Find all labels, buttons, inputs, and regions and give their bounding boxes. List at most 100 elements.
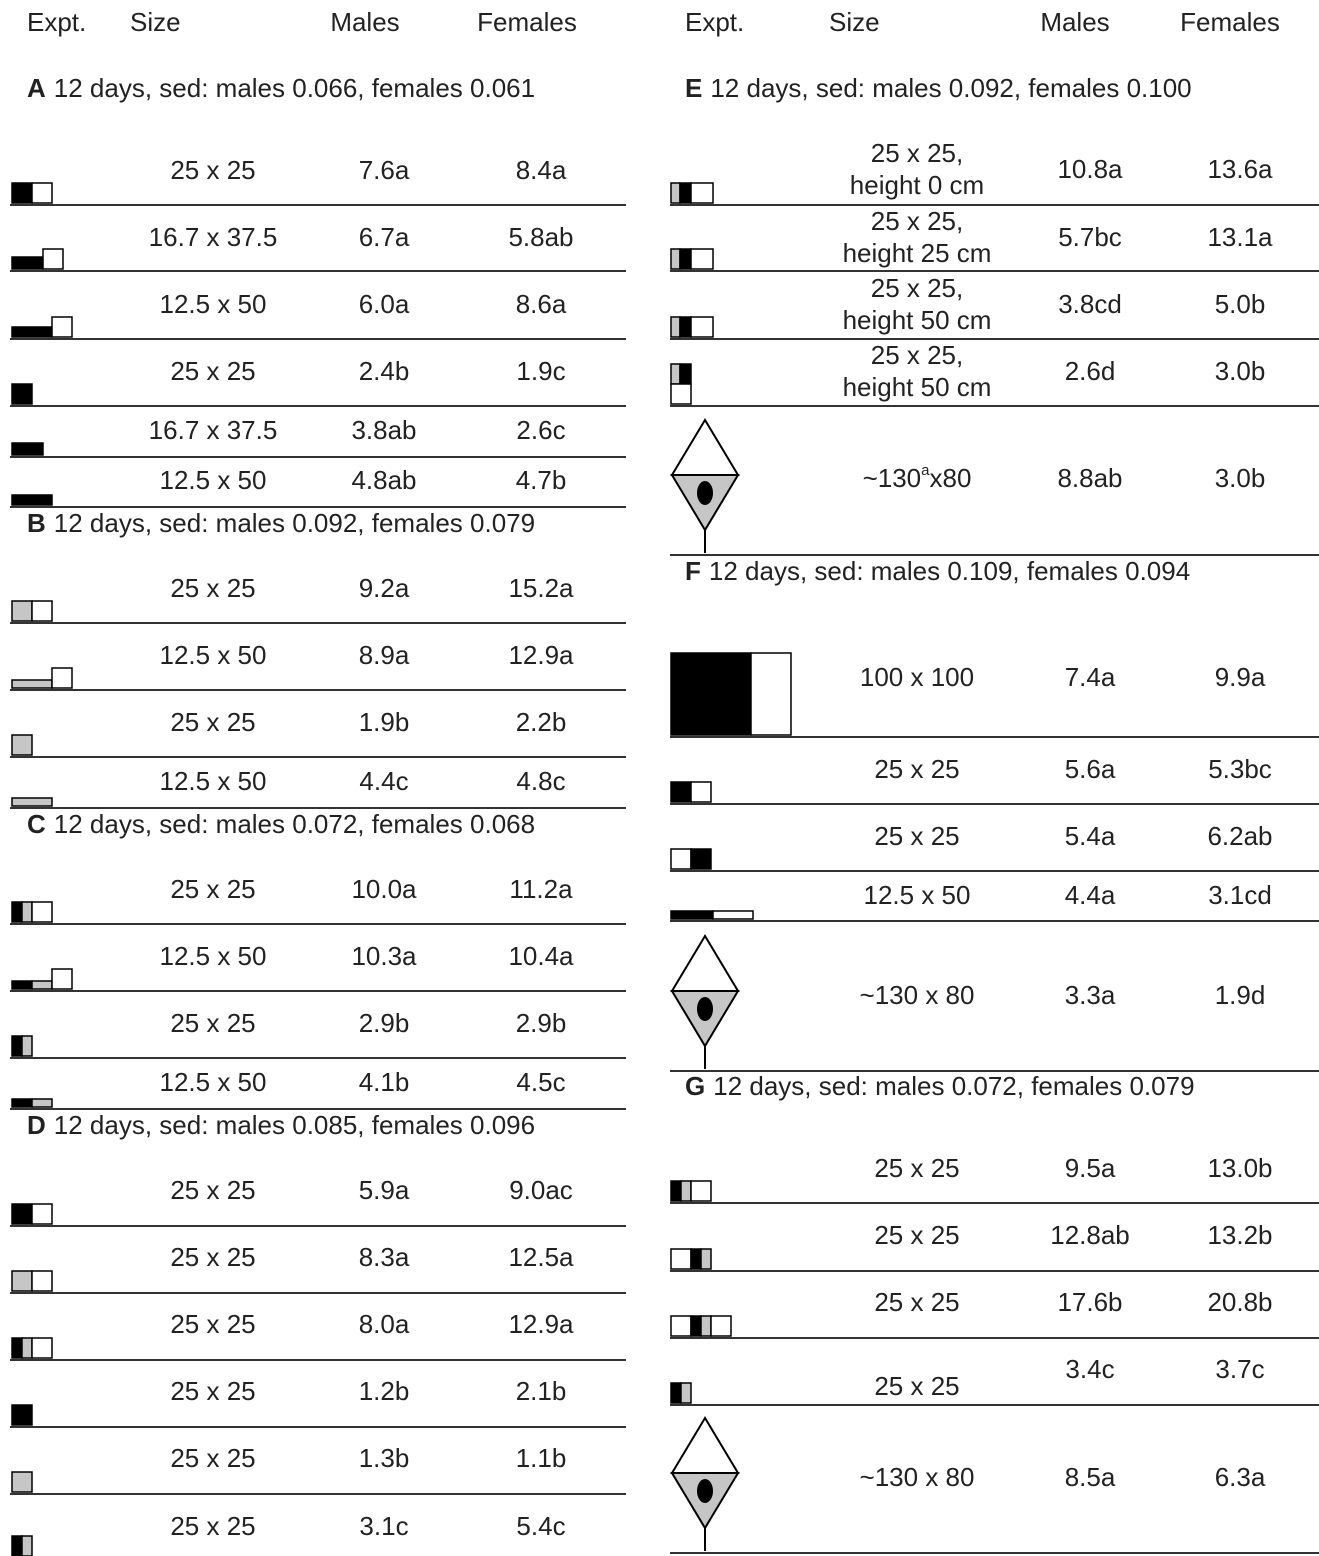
females-value: 6.2ab [1207, 821, 1272, 851]
icon-block [11, 980, 33, 990]
size-line: height 25 cm [843, 238, 992, 268]
size: 12.5 x 50 [160, 941, 267, 971]
icon-block [690, 316, 714, 338]
column-header: Size [130, 7, 181, 37]
females-value: 3.1cd [1208, 880, 1272, 910]
males-value: 3.8cd [1058, 289, 1122, 319]
icon-block [670, 316, 681, 338]
size: 100 x 100 [860, 662, 974, 692]
icon-block [700, 1315, 712, 1337]
females-value: 5.8ab [508, 222, 573, 252]
size-line: 25 x 25, [871, 340, 964, 370]
icon-block [11, 1471, 33, 1493]
icon-block [680, 1382, 692, 1404]
females-value: 1.9d [1215, 980, 1266, 1010]
size: 25 x 25 [170, 1511, 255, 1541]
icon-block [670, 383, 692, 405]
males-value: 8.3a [359, 1242, 410, 1272]
icon-block [670, 248, 681, 270]
males-value: 4.4a [1065, 880, 1116, 910]
females-value: 11.2a [509, 874, 573, 904]
icon-block [670, 1248, 692, 1270]
females-value: 12.5a [508, 1242, 574, 1272]
size: 25 x 25 [170, 1008, 255, 1038]
females-value: 13.0b [1207, 1153, 1272, 1183]
section-label: G [685, 1071, 705, 1101]
section-text: 12 days, sed: males 0.072, females 0.068 [54, 809, 535, 839]
size: 25 x 25 [874, 821, 959, 851]
section-header: G 12 days, sed: males 0.072, females 0.07… [685, 1071, 1195, 1101]
males-value: 2.6d [1065, 356, 1116, 386]
icon-block [31, 1203, 53, 1225]
icon-block [670, 363, 681, 385]
icon-block [690, 781, 712, 803]
males-value: 3.3a [1065, 980, 1116, 1010]
size: 25 x 25 [170, 356, 255, 386]
size-sup: a [921, 462, 930, 479]
males-value: 6.7a [359, 222, 410, 252]
females-value: 9.9a [1215, 662, 1266, 692]
females-value: 6.3a [1215, 1462, 1266, 1492]
column-header: Size [829, 7, 880, 37]
icon-block [11, 442, 44, 456]
males-value: 5.7bc [1058, 222, 1122, 252]
males-value: 3.1c [359, 1511, 408, 1541]
size-line: height 50 cm [843, 305, 992, 335]
section-text: 12 days, sed: males 0.072, females 0.079 [713, 1071, 1194, 1101]
icon-block [11, 182, 33, 204]
icon-block [11, 326, 53, 338]
size: 25 x 25 [170, 874, 255, 904]
icon-block [11, 1098, 33, 1108]
icon-block [11, 1337, 23, 1359]
females-value: 3.0b [1215, 356, 1266, 386]
females-value: 15.2a [508, 573, 574, 603]
males-value: 7.4a [1065, 662, 1116, 692]
icon-block [11, 383, 33, 405]
males-value: 2.9b [359, 1008, 410, 1038]
size: 25 x 25 [874, 1220, 959, 1250]
icon-block [42, 248, 64, 270]
size: 12.5 x 50 [160, 465, 267, 495]
size: 16.7 x 37.5 [149, 222, 278, 252]
icon-kite-top [670, 1416, 740, 1474]
icon-block [11, 797, 53, 807]
males-value: 10.3a [351, 941, 417, 971]
section-text: 12 days, sed: males 0.109, females 0.094 [709, 556, 1190, 586]
section-header: A 12 days, sed: males 0.066, females 0.06… [27, 73, 535, 103]
males-value: 2.4b [359, 356, 410, 386]
icon-block [679, 363, 692, 385]
size-part: x80 [930, 463, 972, 493]
males-value: 8.9a [359, 640, 410, 670]
icon-block [712, 910, 754, 920]
section-label: B [27, 508, 46, 538]
section-header: E 12 days, sed: males 0.092, females 0.10… [685, 73, 1192, 103]
icon-block [700, 1248, 712, 1270]
females-value: 3.0b [1215, 463, 1266, 493]
females-value: 3.7c [1215, 1354, 1264, 1384]
section-header: D 12 days, sed: males 0.085, females 0.09… [27, 1110, 535, 1140]
females-value: 8.6a [516, 289, 567, 319]
icon-block [679, 248, 692, 270]
females-value: 2.9b [516, 1008, 567, 1038]
size: 25 x 25 [874, 1153, 959, 1183]
icon-block [51, 316, 73, 338]
icon-eye [697, 1479, 713, 1503]
icon-block [21, 1535, 33, 1556]
icon-block [670, 182, 681, 204]
size-line: height 0 cm [850, 170, 984, 200]
size-line: height 50 cm [843, 372, 992, 402]
icon-block [31, 1337, 53, 1359]
section-header: B 12 days, sed: males 0.092, females 0.07… [27, 508, 535, 538]
column-header: Males [330, 7, 399, 37]
females-value: 4.5c [516, 1067, 565, 1097]
icon-block [11, 901, 23, 923]
females-value: 2.1b [516, 1376, 567, 1406]
icon-block [670, 848, 692, 870]
icon-block [31, 901, 53, 923]
icon-block [31, 1098, 53, 1108]
icon-block [690, 182, 714, 204]
icon-block [21, 901, 33, 923]
icon-block [21, 1337, 33, 1359]
females-value: 2.6c [516, 415, 565, 445]
column-header: Females [1180, 7, 1280, 37]
